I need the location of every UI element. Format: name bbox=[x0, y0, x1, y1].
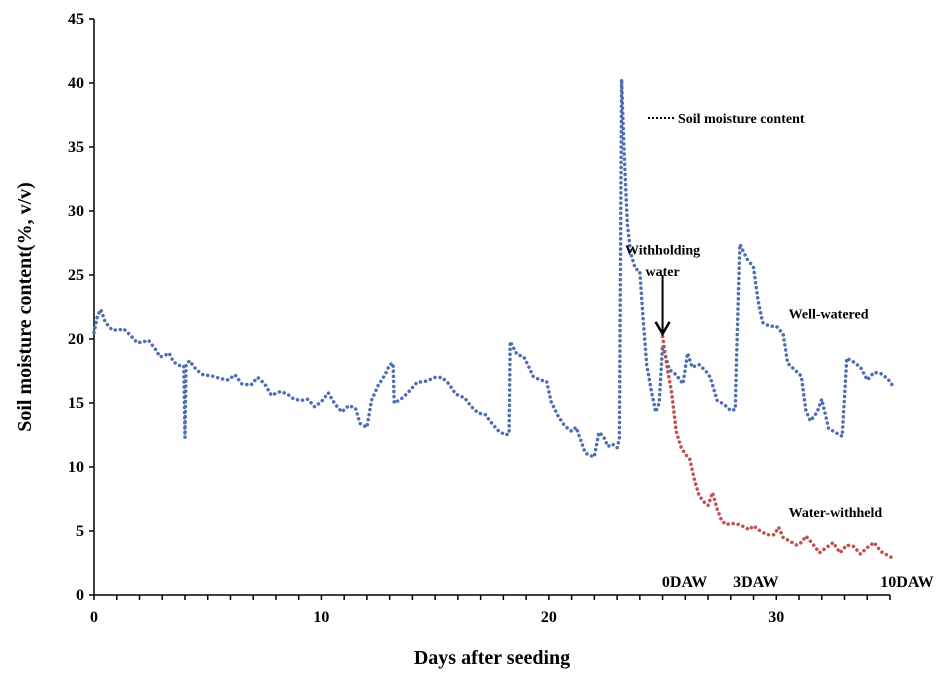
annotation-withholding: Withholding bbox=[625, 243, 700, 258]
y-axis-title: Soil moisture content(%, v/v) bbox=[14, 182, 36, 432]
x-tick-label: 30 bbox=[768, 609, 784, 626]
annotation-10daw: 10DAW bbox=[880, 574, 933, 591]
series-layer bbox=[92, 77, 895, 560]
arrow-head bbox=[654, 321, 671, 337]
y-tick-label: 20 bbox=[68, 331, 84, 348]
annotation-0daw: 0DAW bbox=[662, 574, 707, 591]
y-tick-label: 25 bbox=[68, 267, 84, 284]
y-tick-label: 45 bbox=[68, 11, 84, 28]
y-tick-label: 40 bbox=[68, 75, 84, 92]
x-tick-label: 20 bbox=[541, 609, 557, 626]
y-tick-label: 30 bbox=[68, 203, 84, 220]
legend-label: Soil moisture content bbox=[678, 112, 805, 127]
axes: 0 5 10 15 20 25 30 35 40 45 0 10 20 30 bbox=[68, 11, 891, 626]
y-tick-label: 35 bbox=[68, 139, 84, 156]
x-tick-label: 0 bbox=[90, 609, 98, 626]
annotation-well-watered: Well-watered bbox=[789, 307, 869, 322]
y-tick-label: 5 bbox=[76, 523, 84, 540]
x-tick-label: 10 bbox=[313, 609, 329, 626]
legend: Soil moisture content bbox=[648, 112, 805, 127]
y-tick-label: 10 bbox=[68, 459, 84, 476]
series-line-well-watered bbox=[92, 77, 895, 459]
y-tick-label: 0 bbox=[76, 587, 84, 604]
annotation-layer: Withholding water Well-watered Water-withhe… bbox=[625, 243, 934, 591]
series-line-water-withheld bbox=[660, 334, 895, 560]
annotation-water: water bbox=[645, 265, 679, 280]
x-axis-title: Days after seeding bbox=[414, 647, 570, 669]
annotation-water-withheld: Water-withheld bbox=[789, 506, 883, 521]
annotation-3daw: 3DAW bbox=[733, 574, 778, 591]
y-tick-label: 15 bbox=[68, 395, 84, 412]
